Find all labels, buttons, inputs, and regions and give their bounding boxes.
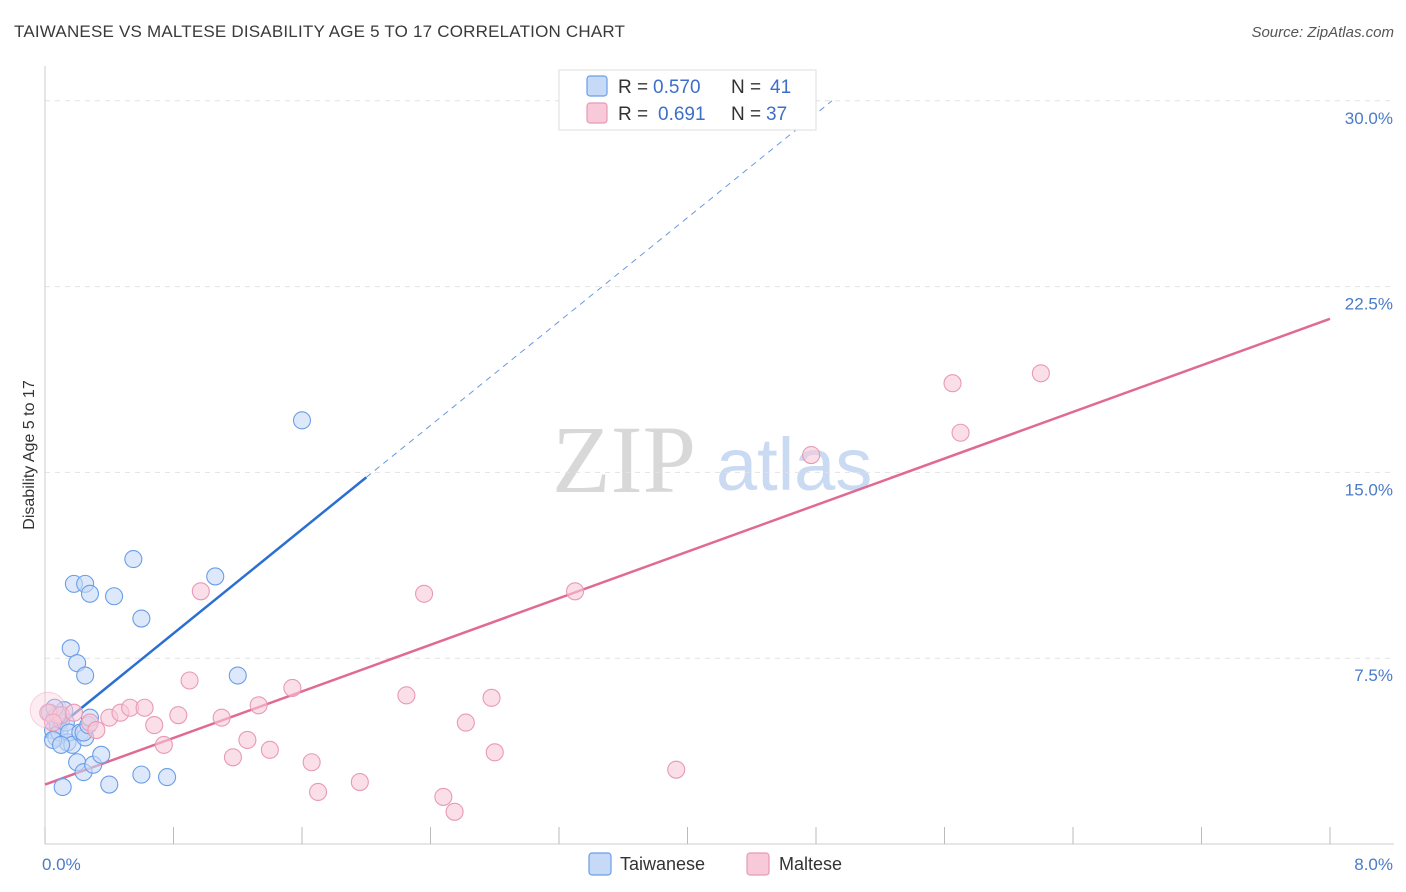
source-label: Source: ZipAtlas.com <box>1251 24 1394 41</box>
point-taiwanese-28 <box>100 775 119 794</box>
series-legend-label-taiwanese: Taiwanese <box>620 854 705 874</box>
point-maltese-33 <box>943 374 962 393</box>
point-maltese-11 <box>169 706 188 725</box>
point-maltese-10 <box>154 735 173 754</box>
trend-line-taiwanese <box>44 476 368 739</box>
legend-r-value-maltese: 0.691 <box>658 104 706 125</box>
watermark-atlas: atlas <box>716 423 872 506</box>
series-legend-swatch-taiwanese <box>588 852 612 876</box>
point-taiwanese-29 <box>105 587 124 606</box>
point-maltese-14 <box>212 708 231 727</box>
point-taiwanese-36 <box>292 411 312 430</box>
chart-title: TAIWANESE VS MALTESE DISABILITY AGE 5 TO… <box>14 22 626 41</box>
trend-line-maltese <box>44 317 1331 786</box>
point-taiwanese-39 <box>52 735 71 754</box>
point-maltese-35 <box>1031 364 1050 383</box>
legend-n-label-maltese: N = <box>731 104 761 125</box>
point-maltese-31 <box>667 760 686 779</box>
point-maltese-28 <box>482 688 501 707</box>
point-taiwanese-21 <box>76 666 95 685</box>
point-maltese-2 <box>64 703 83 722</box>
point-maltese-16 <box>238 730 257 749</box>
series-legend-swatch-maltese <box>746 852 770 876</box>
point-maltese-23 <box>397 686 416 705</box>
point-maltese-8 <box>135 698 154 717</box>
point-maltese-32 <box>802 445 821 465</box>
point-maltese-25 <box>434 787 453 806</box>
point-taiwanese-33 <box>158 768 177 787</box>
point-maltese-29 <box>485 743 504 762</box>
point-taiwanese-35 <box>228 666 247 685</box>
x-tick-label-1: 8.0% <box>1354 855 1393 874</box>
legend-r-label-maltese: R = <box>618 104 648 125</box>
y-tick-label-0: 7.5% <box>1354 666 1393 685</box>
point-maltese-13 <box>191 582 210 601</box>
legend-r-label-taiwanese: R = <box>618 77 648 98</box>
series-legend: Taiwanese Maltese <box>588 852 842 876</box>
watermark-zip: ZIP <box>552 406 696 513</box>
legend-n-label-taiwanese: N = <box>731 77 761 98</box>
point-maltese-19 <box>283 678 302 697</box>
point-maltese-22 <box>350 773 369 792</box>
point-maltese-27 <box>456 713 475 732</box>
point-taiwanese-34 <box>206 567 225 586</box>
point-maltese-20 <box>302 753 321 772</box>
legend-n-value-maltese: 37 <box>766 104 787 125</box>
point-maltese-17 <box>249 696 268 715</box>
series-legend-label-maltese: Maltese <box>779 854 842 874</box>
legend-swatch-maltese <box>586 102 608 124</box>
point-taiwanese-32 <box>132 765 151 784</box>
y-axis-label: Disability Age 5 to 17 <box>21 380 38 530</box>
legend-swatch-taiwanese <box>586 75 608 97</box>
point-maltese-36 <box>43 713 63 732</box>
stats-legend: R = 0.570 N = 41 R = 0.691 N = 37 <box>558 69 817 131</box>
legend-r-value-taiwanese: 0.570 <box>653 77 701 98</box>
point-maltese-26 <box>445 802 464 821</box>
y-tick-label-1: 15.0% <box>1345 480 1393 499</box>
point-taiwanese-25 <box>80 584 100 603</box>
point-taiwanese-27 <box>92 745 111 764</box>
point-maltese-9 <box>145 716 164 735</box>
point-taiwanese-31 <box>132 609 151 628</box>
point-maltese-15 <box>223 748 242 767</box>
y-tick-label-2: 22.5% <box>1345 295 1393 314</box>
point-maltese-4 <box>87 720 106 740</box>
point-maltese-30 <box>566 582 585 601</box>
legend-n-value-taiwanese: 41 <box>770 77 791 98</box>
point-maltese-18 <box>260 740 279 759</box>
tick-labels: 7.5% 15.0% 22.5% 30.0% 0.0% 8.0% <box>42 109 1393 874</box>
data-points <box>29 364 1050 821</box>
point-maltese-cluster <box>29 691 67 729</box>
trend-extension-taiwanese <box>365 100 833 478</box>
x-tick-label-0: 0.0% <box>42 855 81 874</box>
point-maltese-24 <box>415 584 434 603</box>
point-maltese-12 <box>180 671 199 690</box>
point-taiwanese-7 <box>53 777 72 797</box>
point-maltese-21 <box>309 782 328 802</box>
y-tick-label-3: 30.0% <box>1345 109 1393 128</box>
point-taiwanese-30 <box>124 550 143 569</box>
point-maltese-34 <box>951 423 970 442</box>
